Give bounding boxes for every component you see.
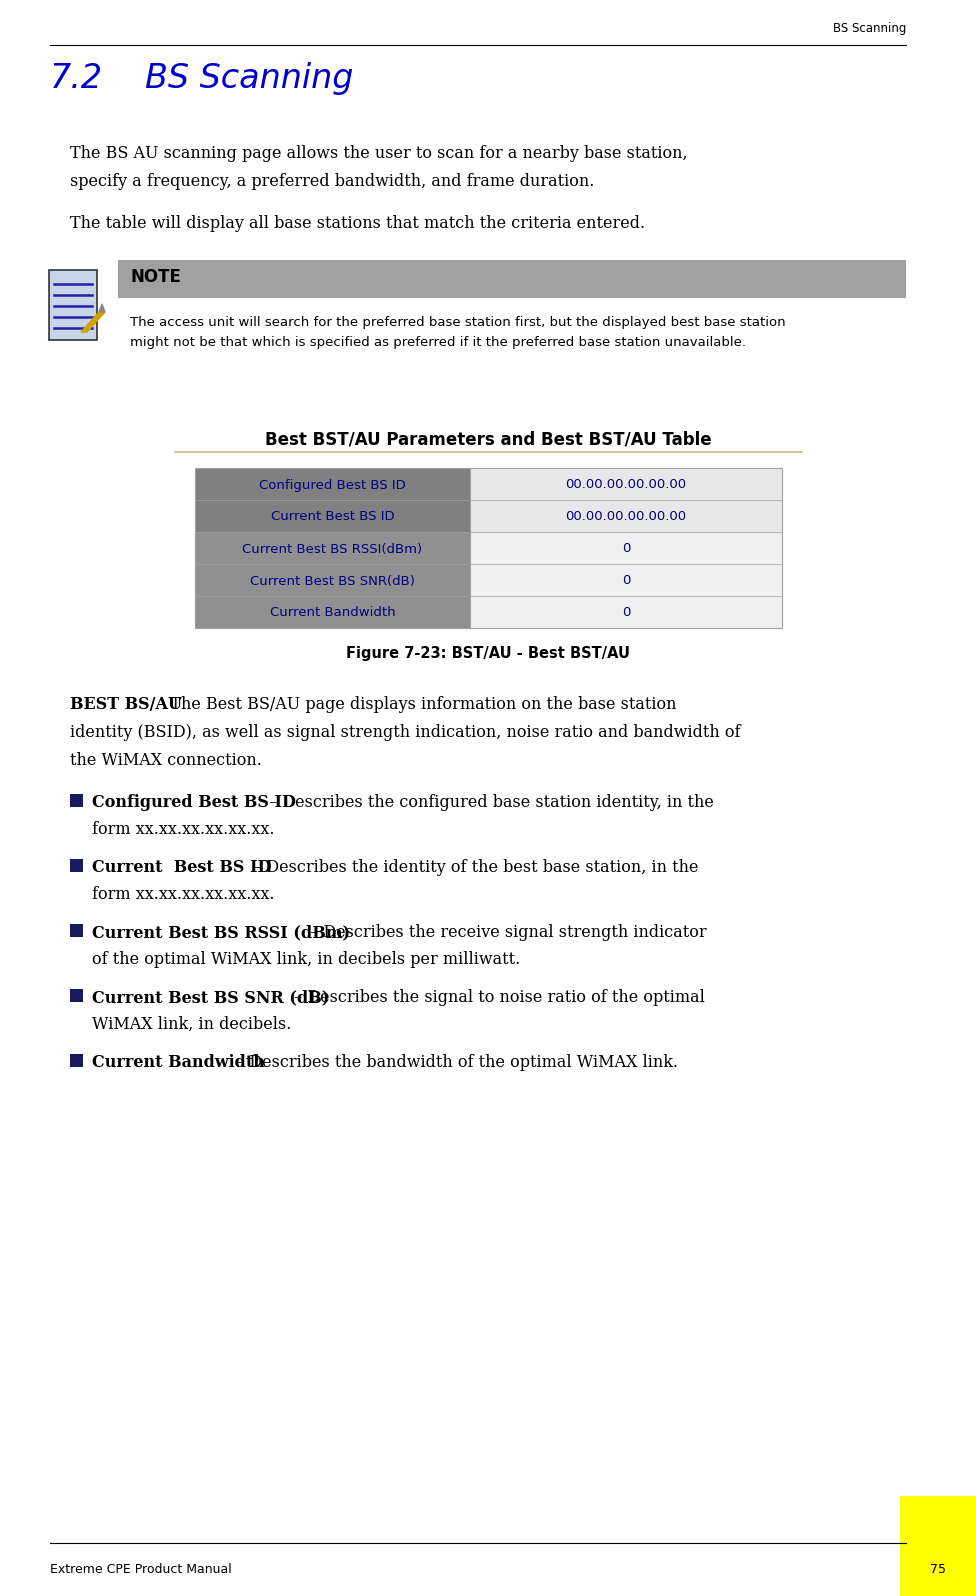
Bar <box>900 1495 976 1596</box>
Text: BEST BS/AU: BEST BS/AU <box>70 696 182 713</box>
Text: Configured Best BS ID: Configured Best BS ID <box>259 479 406 492</box>
Text: Current Best BS RSSI(dBm): Current Best BS RSSI(dBm) <box>242 543 423 555</box>
Text: – Describes the identity of the best base station, in the: – Describes the identity of the best bas… <box>248 859 698 876</box>
Text: Current Best BS RSSI (dBm): Current Best BS RSSI (dBm) <box>92 924 350 942</box>
Text: 00.00.00.00.00.00: 00.00.00.00.00.00 <box>565 511 686 523</box>
Text: – Describes the signal to noise ratio of the optimal: – Describes the signal to noise ratio of… <box>289 990 705 1005</box>
Text: – Describes the configured base station identity, in the: – Describes the configured base station … <box>264 793 714 811</box>
Text: NOTE: NOTE <box>130 268 181 286</box>
Bar <box>470 595 782 627</box>
Bar <box>195 563 470 595</box>
Bar <box>70 859 83 871</box>
Bar <box>470 500 782 531</box>
Bar <box>470 468 782 500</box>
Text: Current Best BS SNR(dB): Current Best BS SNR(dB) <box>250 575 415 587</box>
Text: might not be that which is specified as preferred if it the preferred base stati: might not be that which is specified as … <box>130 337 746 350</box>
Polygon shape <box>81 311 105 332</box>
Bar <box>195 468 470 500</box>
Text: specify a frequency, a preferred bandwidth, and frame duration.: specify a frequency, a preferred bandwid… <box>70 172 594 190</box>
Bar <box>195 500 470 531</box>
Bar <box>70 793 83 808</box>
Text: the WiMAX connection.: the WiMAX connection. <box>70 752 262 769</box>
Text: 00.00.00.00.00.00: 00.00.00.00.00.00 <box>565 479 686 492</box>
Text: BS Scanning: BS Scanning <box>833 22 906 35</box>
Bar <box>195 531 470 563</box>
Bar <box>470 563 782 595</box>
Bar <box>470 531 782 563</box>
Text: 0: 0 <box>622 543 630 555</box>
Text: Current Bandwidth: Current Bandwidth <box>92 1053 264 1071</box>
Text: Figure 7-23: BST/AU - Best BST/AU: Figure 7-23: BST/AU - Best BST/AU <box>346 646 630 661</box>
Text: Current  Best BS ID: Current Best BS ID <box>92 859 271 876</box>
Text: 75: 75 <box>930 1562 946 1575</box>
Text: Current Bandwidth: Current Bandwidth <box>269 606 395 619</box>
Text: – Describes the receive signal strength indicator: – Describes the receive signal strength … <box>305 924 707 942</box>
Text: identity (BSID), as well as signal strength indication, noise ratio and bandwidt: identity (BSID), as well as signal stren… <box>70 725 741 741</box>
Text: The access unit will search for the preferred base station first, but the displa: The access unit will search for the pref… <box>130 316 786 329</box>
Text: The BS AU scanning page allows the user to scan for a nearby base station,: The BS AU scanning page allows the user … <box>70 145 688 163</box>
Bar <box>70 990 83 1002</box>
Text: Current Best BS ID: Current Best BS ID <box>270 511 394 523</box>
Bar <box>118 260 906 298</box>
Text: Configured Best BS ID: Configured Best BS ID <box>92 793 296 811</box>
Text: BS Scanning: BS Scanning <box>145 62 353 96</box>
Bar <box>195 468 782 627</box>
Text: Extreme CPE Product Manual: Extreme CPE Product Manual <box>50 1562 231 1575</box>
Bar <box>49 270 97 340</box>
Text: form xx.xx.xx.xx.xx.xx.: form xx.xx.xx.xx.xx.xx. <box>92 886 274 903</box>
Text: The table will display all base stations that match the criteria entered.: The table will display all base stations… <box>70 215 645 231</box>
Text: form xx.xx.xx.xx.xx.xx.: form xx.xx.xx.xx.xx.xx. <box>92 820 274 838</box>
Text: – The Best BS/AU page displays information on the base station: – The Best BS/AU page displays informati… <box>152 696 676 713</box>
Bar <box>195 595 470 627</box>
Text: of the optimal WiMAX link, in decibels per milliwatt.: of the optimal WiMAX link, in decibels p… <box>92 951 520 969</box>
Text: – Describes the bandwidth of the optimal WiMAX link.: – Describes the bandwidth of the optimal… <box>231 1053 678 1071</box>
Text: 0: 0 <box>622 606 630 619</box>
Text: Current Best BS SNR (dB): Current Best BS SNR (dB) <box>92 990 329 1005</box>
Bar <box>70 1053 83 1068</box>
Text: Best BST/AU Parameters and Best BST/AU Table: Best BST/AU Parameters and Best BST/AU T… <box>265 429 712 448</box>
Text: 7.2: 7.2 <box>50 62 103 96</box>
Polygon shape <box>99 303 105 311</box>
Text: WiMAX link, in decibels.: WiMAX link, in decibels. <box>92 1017 292 1033</box>
Bar <box>70 924 83 937</box>
Text: 0: 0 <box>622 575 630 587</box>
